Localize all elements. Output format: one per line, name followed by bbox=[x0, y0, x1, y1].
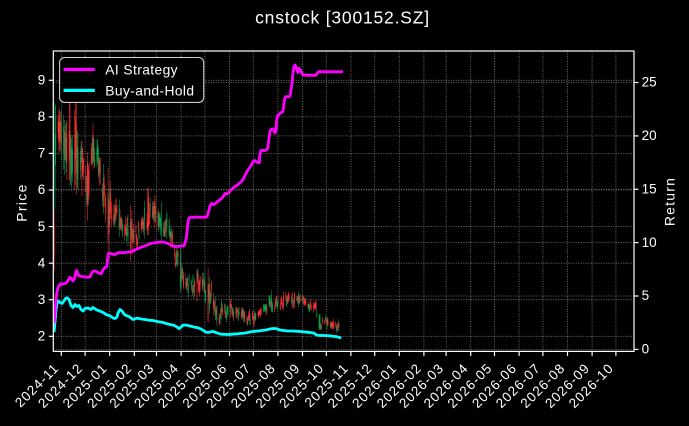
svg-text:7: 7 bbox=[38, 146, 46, 161]
svg-text:2: 2 bbox=[38, 329, 46, 344]
svg-text:0: 0 bbox=[642, 342, 650, 357]
svg-text:Buy-and-Hold: Buy-and-Hold bbox=[105, 84, 194, 99]
svg-text:6: 6 bbox=[38, 182, 46, 197]
svg-text:15: 15 bbox=[642, 182, 657, 197]
svg-text:25: 25 bbox=[642, 75, 657, 90]
svg-text:Return: Return bbox=[662, 177, 678, 226]
svg-text:5: 5 bbox=[38, 219, 46, 234]
svg-text:Price: Price bbox=[14, 183, 30, 221]
svg-text:3: 3 bbox=[38, 292, 46, 307]
svg-text:8: 8 bbox=[38, 109, 46, 124]
svg-text:5: 5 bbox=[642, 288, 650, 303]
svg-text:cnstock [300152.SZ]: cnstock [300152.SZ] bbox=[255, 7, 430, 27]
svg-text:10: 10 bbox=[642, 235, 657, 250]
svg-text:AI Strategy: AI Strategy bbox=[105, 62, 178, 77]
svg-text:20: 20 bbox=[642, 128, 657, 143]
svg-text:9: 9 bbox=[38, 73, 46, 88]
svg-text:4: 4 bbox=[38, 255, 46, 270]
